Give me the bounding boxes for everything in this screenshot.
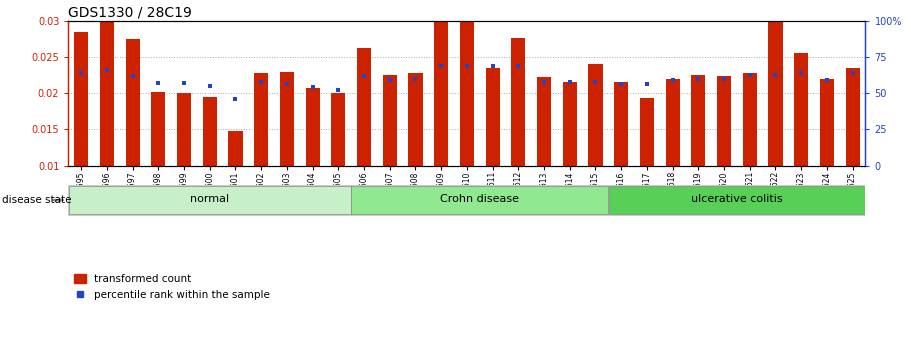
Point [742,72,757,78]
Bar [177,93,191,166]
Bar [383,75,397,166]
Point [228,96,242,102]
Point [768,72,783,78]
Bar [609,186,865,214]
Bar [563,82,577,166]
Bar [845,68,860,166]
Point [665,77,680,83]
Bar [280,72,294,166]
Bar [537,77,551,166]
Bar [100,21,114,166]
Point [383,77,397,83]
Bar [742,73,757,166]
Bar [820,79,834,166]
Bar [614,82,629,166]
Bar [332,93,345,166]
Bar [68,186,351,214]
Bar [151,92,166,166]
Point [717,76,732,81]
Bar [666,79,680,166]
Point [640,82,654,87]
Bar [202,97,217,166]
Point [793,70,808,76]
Bar [435,22,448,166]
Bar [305,88,320,166]
Bar [126,39,139,166]
Text: ulcerative colitis: ulcerative colitis [691,195,783,205]
Point [434,63,448,68]
Point [845,70,860,76]
Point [614,81,629,87]
Bar [460,22,474,166]
Point [537,80,551,85]
Bar [352,186,608,214]
Point [280,81,294,87]
Text: Crohn disease: Crohn disease [440,195,519,205]
Point [331,87,345,92]
Point [408,76,423,81]
Bar [486,68,499,166]
Text: normal: normal [190,195,230,205]
Point [99,67,114,73]
Point [74,70,88,76]
Bar [74,32,88,166]
Bar [717,77,732,166]
Point [254,80,269,85]
Point [357,74,372,79]
Bar [357,48,371,166]
Bar [408,73,423,166]
Point [486,63,500,69]
Legend: transformed count, percentile rank within the sample: transformed count, percentile rank withi… [74,274,271,299]
Bar [254,73,268,166]
Point [511,63,526,69]
Bar [640,98,654,166]
Point [151,80,166,86]
Bar [691,75,705,166]
Text: disease state: disease state [2,195,71,205]
Bar [589,64,602,166]
Bar [511,38,526,166]
Text: GDS1330 / 28C19: GDS1330 / 28C19 [68,6,192,20]
Point [589,80,603,85]
Bar [229,131,242,166]
Point [177,80,191,86]
Bar [794,53,808,166]
Bar [768,22,783,166]
Point [126,73,140,79]
Point [562,80,577,85]
Point [305,85,320,90]
Point [820,77,834,83]
Point [459,63,474,69]
Point [202,83,217,89]
Point [691,76,706,81]
